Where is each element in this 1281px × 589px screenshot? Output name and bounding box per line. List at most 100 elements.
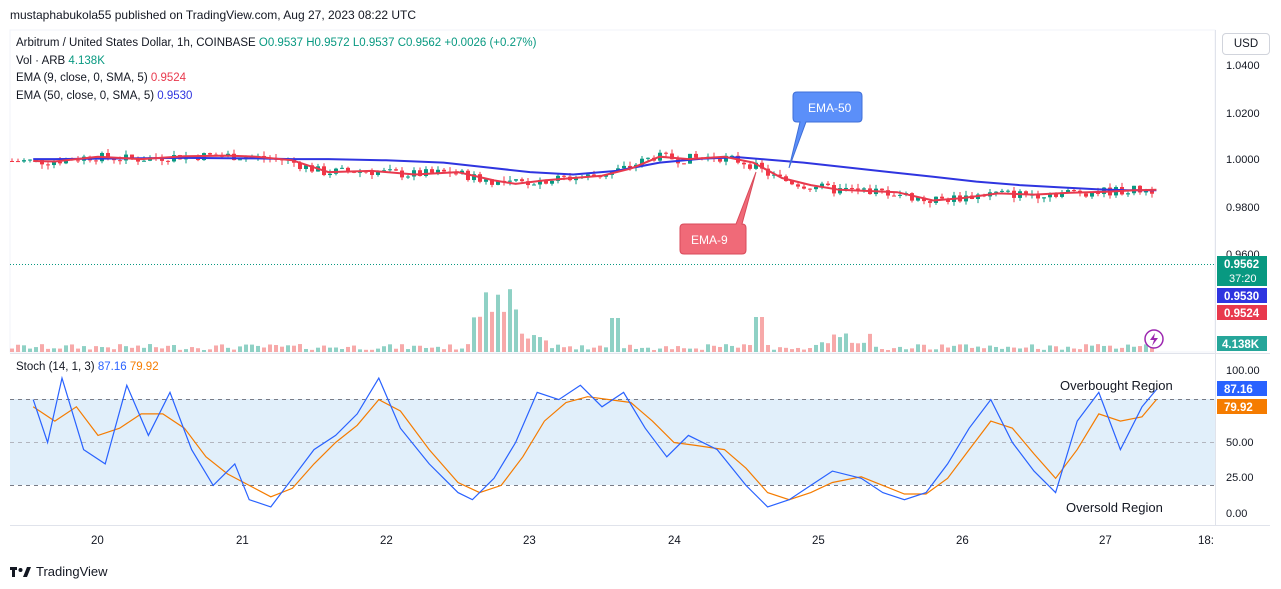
ohlc-low: L0.9537 (352, 37, 395, 49)
volume-bar (172, 345, 176, 352)
price-tick: 1.0400 (1226, 60, 1260, 72)
candle-body (910, 193, 914, 201)
volume-bar (790, 349, 794, 352)
ema50-legend-row: EMA (50, close, 0, SMA, 5) 0.9530 (16, 88, 536, 106)
time-tick: 25 (812, 535, 825, 547)
volume-bar (1132, 346, 1136, 352)
volume-bar (748, 345, 752, 352)
volume-bar (562, 347, 566, 352)
stoch-tick: 25.00 (1226, 472, 1254, 484)
candle-body (118, 160, 122, 162)
volume-bar (58, 348, 62, 352)
tradingview-footer[interactable]: TradingView (10, 564, 108, 579)
candle-body (862, 188, 866, 190)
volume-bar (874, 346, 878, 352)
time-tick: 21 (236, 535, 249, 547)
volume-bar (316, 347, 320, 352)
candle-body (766, 168, 770, 176)
candle-body (754, 162, 758, 169)
candle-body (412, 170, 416, 177)
candle-body (454, 173, 458, 175)
candle-body (646, 157, 650, 159)
volume-bar (904, 349, 908, 352)
stoch-k-value: 87.16 (97, 361, 127, 373)
ema50-callout-text: EMA-50 (808, 101, 852, 115)
volume-bar (166, 345, 170, 352)
candle-body (76, 160, 80, 162)
volume-bar (40, 344, 44, 352)
volume-bar (346, 346, 350, 352)
stoch-tick: 0.00 (1226, 508, 1247, 520)
stoch-k-line (32, 375, 1157, 508)
candle-body (22, 160, 26, 162)
candle-body (1096, 192, 1100, 194)
volume-bar (130, 347, 134, 352)
volume-bar (34, 347, 38, 352)
stoch-label: Stoch (14, 1, 3) (16, 361, 95, 373)
time-tick: 20 (91, 535, 104, 547)
candle-body (886, 190, 890, 196)
volume-bar (1036, 348, 1040, 352)
volume-bar (22, 345, 26, 352)
candle-body (622, 165, 626, 169)
volume-bar (286, 345, 290, 352)
volume-bar (154, 347, 158, 352)
candle-body (778, 174, 782, 177)
volume-bar (46, 348, 50, 352)
candle-body (820, 183, 824, 187)
candle-body (1126, 193, 1130, 195)
candle-body (640, 158, 644, 165)
candle-body (490, 179, 494, 185)
volume-bar (70, 344, 74, 352)
candle-body (742, 162, 746, 165)
lightning-glyph (1150, 333, 1158, 346)
currency-button[interactable]: USD (1222, 33, 1270, 55)
volume-bar (1066, 346, 1070, 352)
volume-legend-row: Vol · ARB 4.138K (16, 53, 536, 71)
main-pane-frame (9, 29, 1216, 353)
volume-bar (442, 349, 446, 352)
price-tick: 0.9800 (1226, 202, 1260, 214)
volume-bar (844, 333, 848, 352)
volume-bar (928, 349, 932, 352)
ema9-legend-row: EMA (9, close, 0, SMA, 5) 0.9524 (16, 70, 536, 88)
candle-body (898, 194, 902, 196)
candle-body (442, 169, 446, 172)
volume-bar (946, 347, 950, 352)
volume-bar (934, 349, 938, 352)
volume-bar (538, 337, 542, 352)
candle-body (388, 169, 392, 171)
candle-body (304, 165, 308, 169)
volume-tag (1217, 336, 1267, 351)
volume-bar (664, 346, 668, 352)
ema50-value: 0.9530 (157, 89, 193, 102)
volume-bar (292, 345, 296, 352)
volume-label: Vol · ARB (16, 54, 66, 67)
candle-body (562, 175, 566, 177)
candle-body (328, 173, 332, 176)
volume-bar (832, 334, 836, 352)
candle-body (772, 174, 776, 176)
candle-body (928, 201, 932, 203)
volume-bar (1084, 344, 1088, 352)
volume-bar (1126, 344, 1130, 352)
candle-body (1060, 192, 1064, 197)
candle-body (844, 187, 848, 189)
volume-bar (622, 348, 626, 352)
volume-bar (280, 346, 284, 352)
volume-bar (256, 345, 260, 352)
volume-bar (784, 347, 788, 352)
candle-body (58, 161, 62, 164)
volume-bar (334, 347, 338, 352)
candle-body (472, 174, 476, 181)
candle-body (574, 177, 578, 181)
ema50-tag-value: 0.9530 (1224, 291, 1259, 303)
time-tick: 26 (956, 535, 969, 547)
ema9-callout: EMA-9 (679, 171, 757, 255)
candle-body (1066, 190, 1070, 193)
volume-bar (1138, 346, 1142, 352)
volume-bar (232, 349, 236, 352)
volume-bar (544, 340, 548, 352)
volume-bar (412, 345, 416, 352)
candle-body (730, 155, 734, 157)
